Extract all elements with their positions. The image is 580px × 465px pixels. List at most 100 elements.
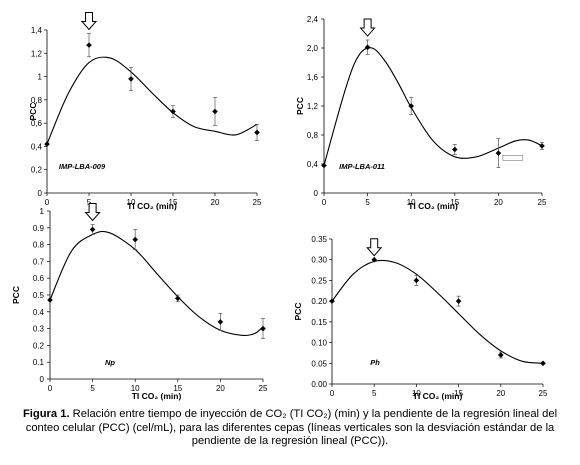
chart2-strain-tag: IMP-LBA-011 (339, 162, 385, 171)
chart3-y-tick-label: 0.7 (33, 257, 45, 266)
chart3-y-tick-label: 0.1 (33, 358, 45, 367)
chart1-y-tick-label: 1,4 (31, 26, 43, 35)
chart1-strain-tag: IMP-LBA-009 (59, 162, 106, 171)
chart1-data-point (128, 76, 134, 82)
chart1-x-tick-label: 15 (169, 198, 178, 207)
chart4-y-tick-label: 0.10 (311, 339, 327, 348)
chart3-down-arrow-icon (84, 202, 101, 222)
chart3-y-tick-label: 0.6 (33, 274, 45, 283)
chart2-y-tick-label: 1,2 (307, 102, 319, 111)
chart4-y-tick-label: 0.30 (311, 256, 327, 265)
chart4-x-tick-label: 10 (412, 389, 421, 398)
chart1-y-tick-label: 1,2 (31, 49, 43, 58)
chart4-down-arrow-icon (366, 238, 383, 257)
chart2-x-axis-label: TI CO₂ (min) (408, 201, 458, 211)
chart4-x-axis-label: TI CO₂ (min) (413, 391, 463, 401)
chart4-x-tick-label: 15 (454, 389, 463, 398)
chart3-data-point (89, 226, 96, 233)
chart2-x-tick-label: 20 (494, 198, 503, 207)
chart4-data-point (498, 352, 504, 358)
chart3-x-tick-label: 15 (173, 384, 182, 393)
chart3-strain-tag: Np (105, 358, 115, 367)
chart2-data-point (364, 44, 371, 51)
chart2-y-tick-label: 1,6 (307, 73, 319, 82)
chart4-y-tick-label: 0.00 (311, 380, 327, 389)
chart4-x-tick-label: 5 (372, 389, 377, 398)
chart2-y-tick-label: 0,4 (307, 160, 319, 169)
chart2-data-point (408, 103, 414, 109)
chart1-y-tick-label: 0 (38, 189, 43, 198)
chart2-data-point (321, 162, 327, 169)
chart4-data-point (329, 298, 335, 304)
chart3-x-tick-label: 25 (259, 384, 268, 393)
chart1-data-point (170, 108, 176, 115)
caption-text: Relación entre tiempo de inyección de CO… (25, 408, 558, 448)
chart3-data-point (260, 325, 266, 332)
chart3-x-tick-label: 10 (131, 384, 140, 393)
chart3-y-tick-label: 1 (40, 207, 45, 216)
chart2-y-tick-label: 2,4 (307, 15, 319, 24)
chart3-y-axis-label: PCC (11, 286, 21, 304)
chart2-data-point (539, 143, 545, 149)
chart1-y-tick-label: 0,8 (31, 96, 43, 105)
chart1-data-point (86, 42, 92, 48)
chart4-y-tick-label: 0.25 (311, 276, 327, 285)
chart4-y-axis-label: PCC (293, 303, 303, 321)
chart1-x-tick-label: 0 (45, 198, 50, 207)
chart4-x-tick-label: 0 (330, 389, 335, 398)
chart2-y-axis-label: PCC (295, 97, 305, 115)
chart3-y-tick-label: 0.3 (33, 325, 45, 334)
chart1-y-axis-label: PCC (28, 103, 38, 121)
chart3-data-point (47, 297, 53, 303)
caption-label: Figura 1. (22, 408, 70, 420)
chart1-y-tick-label: 0,4 (31, 142, 43, 151)
chart3-data-point (132, 236, 138, 243)
chart2-data-point (452, 146, 458, 153)
chart2-x-tick-label: 15 (450, 198, 459, 207)
chart3-trend-line (49, 230, 264, 337)
chart1-y-tick-label: 0,6 (31, 119, 43, 128)
chart2-legend-box (502, 155, 524, 161)
chart1-trend-line (46, 56, 258, 145)
figure-caption: Figura 1. Relación entre tiempo de inyec… (6, 408, 574, 449)
chart1-x-tick-label: 10 (127, 198, 136, 207)
chart1-x-axis-label: TI CO₂ (min) (127, 201, 177, 211)
chart4-x-tick-label: 20 (496, 389, 505, 398)
chart2-y-tick-label: 0 (314, 189, 319, 198)
chart4-data-point (371, 256, 377, 263)
chart1-x-tick-label: 20 (211, 198, 220, 207)
chart3-x-tick-label: 5 (90, 384, 95, 393)
chart3-x-tick-label: 20 (216, 384, 225, 393)
chart3-y-tick-label: 0.4 (33, 308, 45, 317)
chart4-trend-line (331, 259, 544, 364)
chart1-data-point (212, 108, 218, 115)
chart3-y-tick-label: 0.9 (33, 224, 45, 233)
chart4-x-tick-label: 25 (539, 389, 548, 398)
chart1-x-tick-label: 25 (253, 198, 262, 207)
chart3-y-tick-label: 0 (40, 375, 45, 384)
chart3-x-tick-label: 0 (48, 384, 53, 393)
chart4-y-tick-label: 0.15 (311, 318, 327, 327)
chart3-data-point (175, 295, 181, 302)
chart1-data-point (44, 141, 50, 147)
chart1-x-tick-label: 5 (87, 198, 92, 207)
chart2-y-tick-label: 0,8 (307, 131, 319, 140)
chart2-x-tick-label: 0 (322, 198, 327, 207)
chart1-y-tick-label: 0,2 (31, 166, 43, 175)
chart4-strain-tag: Ph (370, 358, 380, 367)
chart2-down-arrow-icon (359, 18, 376, 37)
chart4-data-point (455, 298, 462, 304)
chart2-trend-line (323, 47, 543, 166)
chart3-x-axis-label: TI CO₂ (min) (132, 391, 182, 401)
chart2-x-tick-label: 5 (365, 198, 370, 207)
chart4-data-point (540, 360, 546, 367)
chart3-y-tick-label: 0.2 (33, 341, 45, 350)
chart2-y-tick-label: 2,0 (307, 44, 319, 53)
chart4-y-tick-label: 0.20 (311, 297, 327, 306)
chart4-data-point (413, 277, 420, 284)
chart1-down-arrow-icon (80, 11, 98, 31)
chart1-y-tick-label: 1 (38, 73, 43, 82)
chart2-x-tick-label: 25 (538, 198, 547, 207)
chart2-data-point (495, 150, 502, 156)
